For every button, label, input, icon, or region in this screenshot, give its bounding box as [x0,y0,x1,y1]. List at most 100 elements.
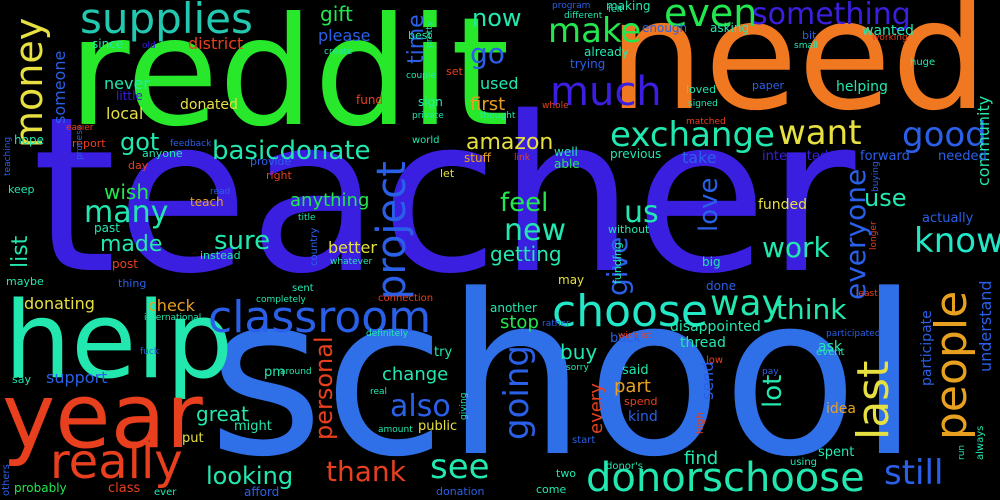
word: amazon [466,130,554,155]
word: every [586,383,607,434]
word: high [695,412,706,434]
word: huge [910,57,936,68]
word: public [418,419,458,434]
word: read [210,187,231,197]
word: connection [378,293,434,304]
word: go [470,37,505,70]
word: teacher [32,70,856,321]
word: others [1,464,12,496]
word: got [120,128,160,156]
word: pm [264,365,285,380]
word: local [106,104,144,123]
word: different [564,11,603,21]
word: even [664,0,758,35]
word: working [872,33,908,43]
word: title [298,213,316,223]
word: least [856,289,878,299]
word: probably [14,481,67,495]
word: never [104,74,150,93]
word: donation [436,485,485,498]
word: previous [610,147,662,161]
word: ask [818,339,842,355]
word: wishlist [618,331,652,341]
word: thing [118,277,147,290]
word: matched [686,117,726,127]
word: completely [256,295,306,305]
word: hope [14,133,44,147]
word: spend [624,395,658,408]
word: donated [180,97,238,113]
word: really [50,434,183,490]
word: teaching [3,136,13,176]
word: donor's [606,461,643,472]
word: lot [758,374,788,408]
word: easier [66,123,94,133]
word: class [108,481,141,496]
word: us [624,195,659,230]
word: said [622,363,649,378]
word: still [884,453,944,493]
word: set [446,65,463,78]
word: signed [688,99,718,109]
word: funded [758,197,808,213]
word: big [702,255,721,269]
word: send [698,361,717,400]
word: gift [320,2,353,26]
word: something [752,0,911,32]
word: making [606,0,651,13]
word: love [694,177,724,232]
word: sent [292,283,314,294]
word: sure [214,226,271,256]
word: right [266,169,292,182]
word: around [280,367,312,377]
word: exchange [610,115,775,155]
word: participated [826,329,881,339]
word: say [12,373,31,386]
word: private [412,111,444,121]
word: instead [200,249,241,262]
word: pay [762,367,779,377]
word: run [957,444,967,460]
word: support [46,368,108,387]
word: last [848,360,899,440]
word: asking [710,21,750,35]
word: wish [104,180,150,204]
word: two [556,467,577,480]
word: giving [459,392,469,420]
word: now [472,4,522,32]
word: forward [860,149,910,164]
word: much [550,69,662,115]
word: also [390,389,451,424]
word: fund [356,93,384,107]
word: participate [919,310,935,386]
word: bit [802,29,817,42]
word: try [434,345,453,360]
word: wanted [862,23,914,39]
word: thought [480,111,516,121]
word: teach [190,195,224,209]
word: using [790,457,818,468]
word: loved [686,83,717,96]
word: old [142,41,156,51]
word: might [234,419,272,434]
word: provide [250,155,292,168]
word: may [558,273,585,287]
word: maybe [6,275,44,288]
word: good [902,115,987,155]
word: way [710,283,783,324]
word: keep [8,183,35,196]
word: anyone [142,147,183,160]
word: longer [869,221,879,250]
word: list [8,235,33,268]
word: another [490,301,537,315]
word: event [816,347,845,358]
word: need [608,0,988,144]
word: put [182,431,204,446]
word: create [324,47,353,57]
word: day [128,159,149,172]
word: use [864,184,907,212]
word: find [684,448,719,469]
word: small [794,41,818,51]
word: real [370,387,388,397]
